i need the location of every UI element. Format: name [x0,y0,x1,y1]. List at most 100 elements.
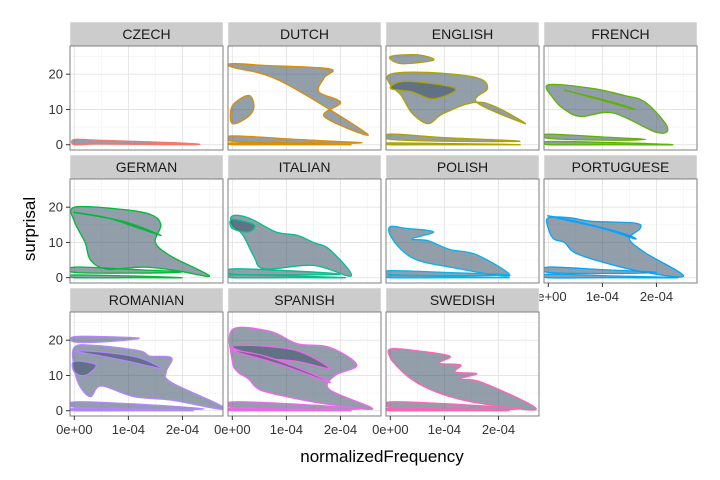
y-tick-label: 0 [56,270,63,285]
panel-border [69,311,224,417]
density-region [386,274,510,279]
facet-dutch: DUTCH [227,21,382,151]
density-region [229,94,255,125]
facet-spanish: SPANISH 0e+00 1e-04 2e-04 [214,287,382,437]
facet-label: ENGLISH [432,26,493,42]
panel-border [543,178,698,284]
facet-strip [385,21,540,47]
facet-romanian: ROMANIAN 0 10 20 0e+00 1e-04 2e-04 [49,287,224,437]
facet-label: POLISH [437,159,488,175]
x-tick-label: 0e+00 [56,422,93,437]
panel-border [227,178,382,284]
facet-italian: ITALIAN [227,154,382,284]
density-region [231,349,332,384]
x-tick-label: 2e-04 [482,422,515,437]
density-region [228,135,363,144]
facet-label: ROMANIAN [109,292,184,308]
density-regions [228,62,369,146]
panel-border [385,311,540,417]
density-region [228,268,342,276]
x-tick-label: 2e-04 [640,289,673,304]
density-regions [386,347,537,412]
x-tick-label: 0e+00 [214,422,251,437]
facet-label: DUTCH [280,26,329,42]
density-region [73,350,162,370]
density-region [228,274,347,279]
x-tick-label: 1e-04 [586,289,619,304]
facet-strip [385,154,540,180]
facet-polish: POLISH [385,154,540,284]
density-region [71,360,97,377]
density-region [71,344,223,411]
facet-strip [385,287,540,313]
density-regions [228,326,374,412]
facet-strip [69,287,224,313]
density-region [544,133,647,141]
density-regions [544,83,674,146]
x-tick-label: 1e-04 [428,422,461,437]
density-region [228,401,363,411]
density-region [70,205,211,278]
density-region [228,142,352,146]
density-region [386,407,510,412]
density-regions [544,215,685,279]
density-region [386,401,521,411]
x-axis-title: normalizedFrequency [300,447,464,466]
density-region [229,218,256,233]
panel-background [70,46,223,150]
density-region [544,273,679,279]
y-tick-label: 20 [49,67,63,82]
density-region [228,62,369,136]
density-region [547,215,637,240]
density-regions [70,335,223,412]
density-regions [386,53,527,146]
density-region [73,211,162,237]
y-tick-label: 0 [56,137,63,152]
panel-border [385,178,540,284]
density-region [70,401,205,411]
y-tick-label: 20 [49,333,63,348]
density-region [544,140,674,146]
facet-label: PORTUGUESE [572,159,670,175]
density-region [70,266,184,274]
panel-border [385,45,540,151]
panel-border [543,45,698,151]
y-tick-label: 10 [49,102,63,117]
facet-strip [227,21,382,47]
density-regions [386,225,511,279]
density-region [386,269,510,277]
density-region [389,53,435,65]
density-region [70,335,140,344]
x-tick-label: 2e-04 [324,422,357,437]
facet-label: FRENCH [591,26,649,42]
y-tick-label: 10 [49,368,63,383]
facet-label: SPANISH [274,292,334,308]
facet-german: GERMAN 0 10 20 [49,154,224,285]
facet-label: CZECH [122,26,170,42]
density-region [228,407,352,412]
y-tick-label: 10 [49,235,63,250]
facet-label: SWEDISH [430,292,495,308]
facet-panels: CZECH 0 10 20 DUTCH ENGLISH FRENCH GERMAN 0 10 20 I… [49,21,698,437]
density-regions [228,214,353,279]
facet-czech: CZECH 0 10 20 [49,21,224,152]
y-tick-label: 0 [56,403,63,418]
density-regions [70,138,201,146]
y-axis-title: surprisal [20,197,39,261]
density-region [70,274,184,279]
density-region [563,89,636,111]
facet-english: ENGLISH [385,21,540,151]
x-tick-label: 2e-04 [166,422,199,437]
panel-border [227,311,382,417]
x-tick-label: 0e+00 [372,422,409,437]
density-regions [70,205,211,279]
density-region [389,80,457,100]
y-tick-label: 20 [49,200,63,215]
facet-strip [227,154,382,180]
density-region [70,407,194,412]
density-region [229,214,353,277]
facet-strip [69,21,224,47]
facet-label: ITALIAN [279,159,331,175]
facet-label: GERMAN [116,159,177,175]
